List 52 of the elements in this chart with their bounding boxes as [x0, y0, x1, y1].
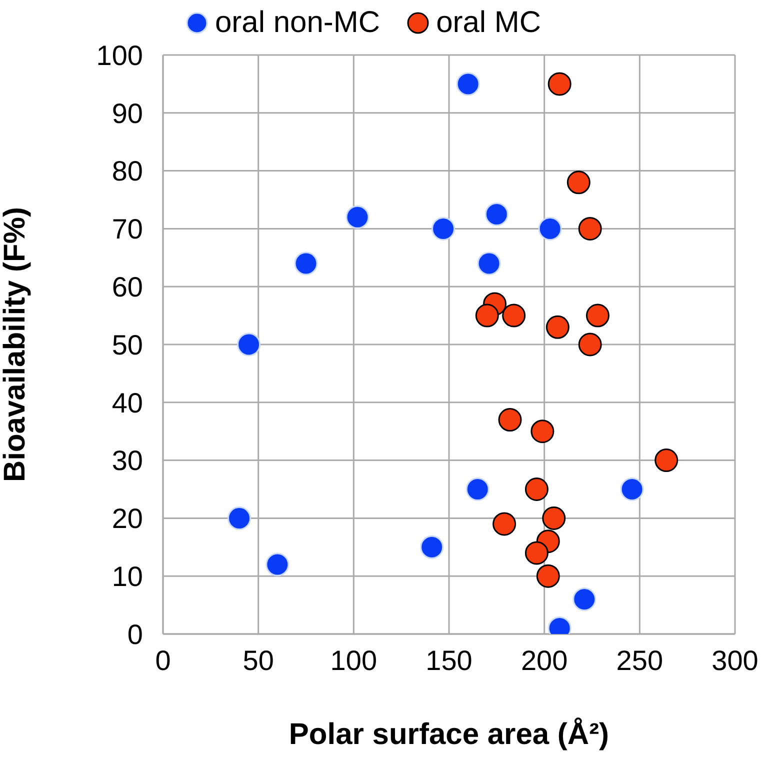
x-tick-label: 150: [426, 644, 472, 676]
point: [266, 552, 290, 576]
y-tick-label: 70: [112, 214, 143, 245]
point: [566, 170, 590, 194]
point: [654, 448, 678, 472]
point: [502, 304, 526, 328]
point: [548, 72, 572, 96]
point: [530, 420, 554, 444]
x-tick-label: 50: [242, 644, 274, 676]
y-tick-label: 60: [112, 272, 143, 303]
x-tick-label: 0: [155, 644, 171, 676]
point: [237, 332, 261, 356]
point: [542, 506, 566, 530]
point: [572, 588, 596, 612]
point: [456, 72, 480, 96]
legend-label: oral MC: [436, 6, 542, 40]
y-tick-label: 10: [112, 561, 143, 592]
y-tick-label: 50: [112, 329, 143, 360]
point: [536, 564, 560, 588]
point: [432, 216, 456, 240]
y-tick-label: 30: [112, 445, 143, 476]
point: [546, 315, 570, 339]
point: [420, 535, 444, 559]
x-axis-title: Polar surface area (Å²): [288, 717, 610, 751]
point: [475, 304, 499, 328]
point: [538, 216, 562, 240]
legend-label: oral non-MC: [215, 6, 380, 40]
x-tick-label: 200: [520, 644, 568, 676]
y-axis-title: Bioavailability (F%): [0, 206, 32, 482]
point: [228, 506, 252, 530]
y-tick-label: 20: [112, 503, 143, 534]
y-tick-label: 100: [96, 40, 143, 71]
y-tick-label: 40: [112, 387, 143, 418]
point: [484, 202, 508, 226]
point: [578, 332, 602, 356]
x-tick-label: 300: [712, 644, 758, 676]
point: [492, 512, 516, 536]
point: [586, 304, 610, 328]
point: [620, 478, 644, 501]
point: [477, 252, 501, 276]
x-tick-label: 100: [330, 644, 378, 676]
point: [294, 252, 318, 276]
x-tick-label: 250: [616, 644, 664, 676]
y-tick-label: 90: [112, 98, 143, 129]
y-tick-label: 0: [127, 618, 143, 650]
point: [524, 541, 548, 565]
y-tick-label: 80: [112, 156, 143, 187]
point: [578, 216, 602, 240]
point: [498, 408, 522, 432]
point: [524, 478, 548, 501]
point: [466, 478, 490, 501]
point: [346, 205, 370, 229]
